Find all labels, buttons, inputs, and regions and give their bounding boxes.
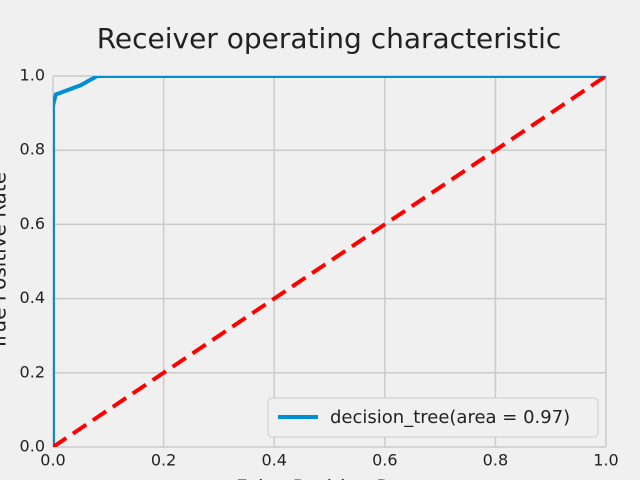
legend-label: decision_tree(area = 0.97) (330, 407, 570, 428)
x-tick-label: 0.8 (483, 451, 508, 470)
x-tick-label: 1.0 (593, 451, 618, 470)
chart-title: Receiver operating characteristic (97, 22, 562, 55)
legend: decision_tree(area = 0.97) (267, 397, 599, 438)
roc-curve (53, 76, 606, 447)
y-axis-label: True Positive Rate (0, 172, 11, 351)
y-tick-label: 0.4 (20, 288, 45, 307)
y-tick-label: 1.0 (20, 66, 45, 85)
y-tick-label: 0.0 (20, 437, 45, 456)
plot-area (53, 76, 606, 447)
x-tick-label: 0.0 (40, 451, 65, 470)
x-tick-label: 0.2 (151, 451, 176, 470)
x-tick-label: 0.6 (372, 451, 397, 470)
y-tick-label: 0.2 (20, 362, 45, 381)
y-tick-label: 0.8 (20, 140, 45, 159)
y-tick-label: 0.6 (20, 214, 45, 233)
reference-line (53, 76, 606, 447)
x-tick-label: 0.4 (261, 451, 286, 470)
x-axis-label: False Positive Rate (236, 476, 422, 480)
legend-box (267, 397, 599, 438)
